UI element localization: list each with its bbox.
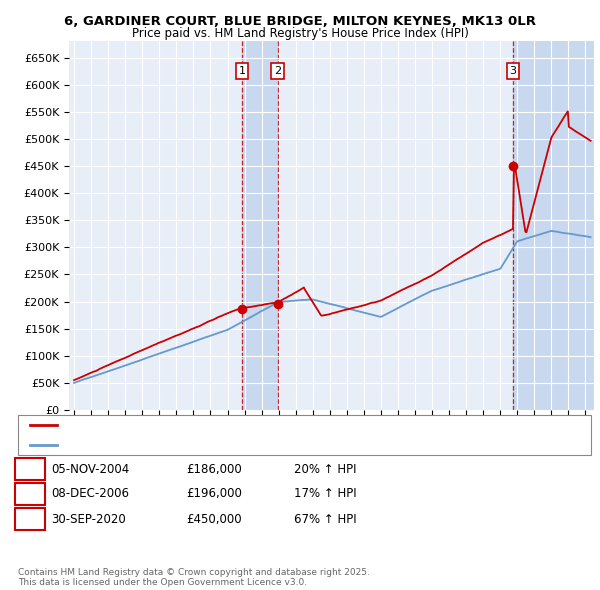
Text: £196,000: £196,000 [186,487,242,500]
Text: 17% ↑ HPI: 17% ↑ HPI [294,487,356,500]
Text: 20% ↑ HPI: 20% ↑ HPI [294,463,356,476]
Text: 1: 1 [238,66,245,76]
Text: 3: 3 [26,513,34,526]
Text: £450,000: £450,000 [186,513,242,526]
Text: 08-DEC-2006: 08-DEC-2006 [51,487,129,500]
Text: 67% ↑ HPI: 67% ↑ HPI [294,513,356,526]
Text: 2: 2 [274,66,281,76]
Text: 30-SEP-2020: 30-SEP-2020 [51,513,126,526]
Text: HPI: Average price, semi-detached house, Milton Keynes: HPI: Average price, semi-detached house,… [61,440,343,450]
Text: 05-NOV-2004: 05-NOV-2004 [51,463,129,476]
Text: £186,000: £186,000 [186,463,242,476]
Text: 6, GARDINER COURT, BLUE BRIDGE, MILTON KEYNES, MK13 0LR: 6, GARDINER COURT, BLUE BRIDGE, MILTON K… [64,15,536,28]
Text: 2: 2 [26,487,34,500]
Text: Contains HM Land Registry data © Crown copyright and database right 2025.
This d: Contains HM Land Registry data © Crown c… [18,568,370,587]
Text: 1: 1 [26,463,34,476]
Bar [242,41,278,410]
Bar [513,41,594,410]
Text: 6, GARDINER COURT, BLUE BRIDGE, MILTON KEYNES, MK13 0LR (semi-detached house): 6, GARDINER COURT, BLUE BRIDGE, MILTON K… [61,421,496,430]
Text: Price paid vs. HM Land Registry's House Price Index (HPI): Price paid vs. HM Land Registry's House … [131,27,469,40]
Text: 3: 3 [509,66,517,76]
